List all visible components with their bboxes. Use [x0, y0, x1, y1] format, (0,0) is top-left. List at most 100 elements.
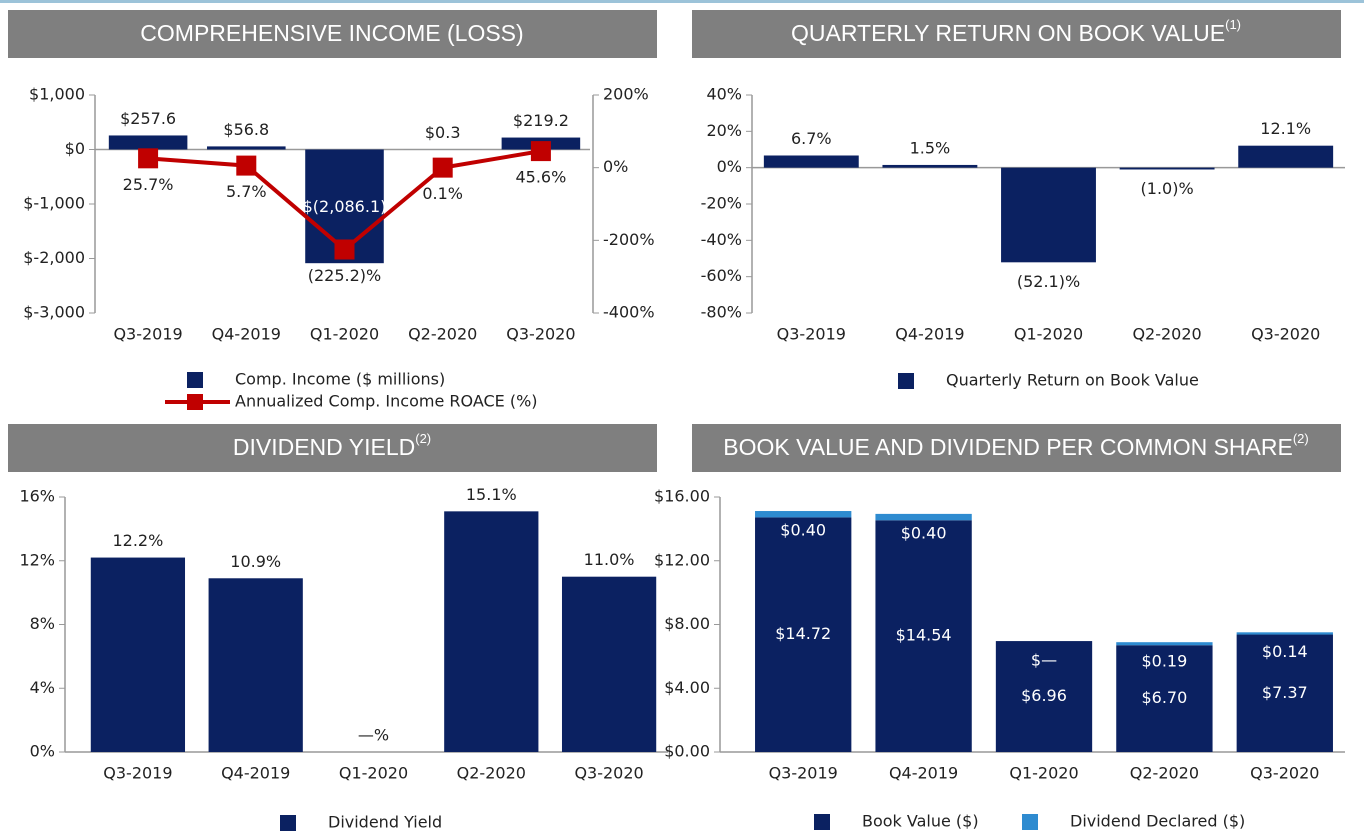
- line-marker: [334, 239, 355, 260]
- y2-tick-label: -200%: [603, 230, 655, 249]
- data-label: $219.2: [513, 111, 569, 130]
- data-label: $6.96: [1021, 686, 1067, 705]
- x-tick-label: Q4-2019: [212, 325, 281, 344]
- x-tick-label: Q3-2020: [574, 764, 643, 783]
- bar-segment: [875, 513, 972, 521]
- top-rule: [0, 0, 1364, 3]
- bar-segment: [995, 641, 1093, 752]
- legend-marker: [187, 394, 203, 410]
- title-bar: [8, 424, 657, 472]
- chart-title: BOOK VALUE AND DIVIDEND PER COMMON SHARE…: [723, 431, 1308, 460]
- data-label: $6.70: [1141, 688, 1187, 707]
- y-tick-label: $0: [65, 139, 85, 158]
- x-tick-label: Q1-2020: [1014, 325, 1083, 344]
- x-tick-label: Q4-2019: [895, 325, 964, 344]
- data-label: $14.72: [775, 624, 831, 643]
- data-label: $0.3: [425, 123, 461, 142]
- x-tick-label: Q2-2020: [408, 325, 477, 344]
- bar: [444, 511, 539, 752]
- y-tick-label: -80%: [701, 303, 742, 322]
- title-note: (1): [1225, 17, 1241, 32]
- data-label: $—: [1031, 651, 1057, 670]
- line-marker: [138, 148, 159, 169]
- x-tick-label: Q3-2020: [1250, 764, 1319, 783]
- y-tick-label: $16.00: [654, 487, 710, 506]
- title-text: COMPREHENSIVE INCOME (LOSS): [140, 20, 523, 46]
- title-bar: [692, 424, 1341, 472]
- y-tick-label: 20%: [706, 121, 742, 140]
- y-tick-label: -40%: [701, 230, 742, 249]
- bar-segment: [1116, 645, 1213, 752]
- y-tick-label: -20%: [701, 194, 742, 213]
- y-tick-label: 0%: [30, 742, 55, 761]
- y-tick-label: $8.00: [664, 614, 710, 633]
- data-label: 1.5%: [910, 138, 951, 157]
- bar-segment: [1116, 642, 1213, 646]
- bar-segment: [875, 520, 972, 752]
- data-label: 11.0%: [584, 550, 635, 569]
- data-label: 10.9%: [230, 552, 281, 571]
- bar: [1001, 167, 1096, 263]
- data-label: (1.0)%: [1141, 179, 1194, 198]
- title-note: (2): [1293, 431, 1309, 446]
- data-label: 6.7%: [791, 129, 832, 148]
- x-tick-label: Q2-2020: [457, 764, 526, 783]
- x-tick-label: Q4-2019: [221, 764, 290, 783]
- y-tick-label: $4.00: [664, 678, 710, 697]
- x-tick-label: Q1-2020: [1009, 764, 1078, 783]
- bar: [108, 135, 188, 150]
- y-tick-label: 16%: [19, 487, 55, 506]
- bar-segment: [1236, 632, 1333, 635]
- legend-label: Comp. Income ($ millions): [235, 370, 445, 389]
- bar: [90, 557, 186, 752]
- data-label: (225.2)%: [308, 266, 382, 285]
- x-tick-label: Q3-2019: [777, 325, 846, 344]
- data-label: (52.1)%: [1017, 272, 1080, 291]
- x-tick-label: Q4-2019: [889, 764, 958, 783]
- x-tick-label: Q3-2019: [103, 764, 172, 783]
- y-tick-label: 40%: [706, 85, 742, 104]
- data-label: 25.7%: [123, 175, 174, 194]
- data-label: 12.1%: [1260, 119, 1311, 138]
- bar-segment: [1236, 634, 1333, 752]
- x-tick-label: Q1-2020: [310, 325, 379, 344]
- y-tick-label: $0.00: [664, 742, 710, 761]
- data-label: $56.8: [223, 120, 269, 139]
- y-tick-label: -60%: [701, 266, 742, 285]
- title-bar: [692, 10, 1341, 58]
- data-label: $0.19: [1141, 652, 1187, 671]
- y2-tick-label: -400%: [603, 303, 655, 322]
- x-tick-label: Q3-2020: [1251, 325, 1320, 344]
- y-tick-label: $-3,000: [23, 303, 85, 322]
- x-tick-label: Q3-2020: [506, 325, 575, 344]
- bar: [208, 578, 303, 752]
- y-tick-label: 12%: [19, 550, 55, 569]
- y-tick-label: 4%: [30, 678, 55, 697]
- x-tick-label: Q2-2020: [1132, 325, 1201, 344]
- y-tick-label: 0%: [717, 157, 742, 176]
- data-label: 12.2%: [112, 531, 163, 550]
- data-label: $14.54: [896, 626, 952, 645]
- legend-label: Book Value ($): [862, 812, 979, 831]
- y-tick-label: $-2,000: [23, 248, 85, 267]
- y-tick-label: $1,000: [29, 85, 85, 104]
- legend-marker: [814, 814, 830, 830]
- bar: [763, 155, 859, 168]
- y-tick-label: 8%: [30, 614, 55, 633]
- line-marker: [432, 157, 453, 178]
- bar-segment: [755, 511, 852, 518]
- data-label: $0.40: [780, 521, 826, 540]
- y2-tick-label: 200%: [603, 85, 649, 104]
- legend-marker: [898, 373, 914, 389]
- title-text: DIVIDEND YIELD: [233, 434, 415, 460]
- chart-title: DIVIDEND YIELD(2): [233, 431, 431, 460]
- title-text: BOOK VALUE AND DIVIDEND PER COMMON SHARE: [723, 434, 1293, 460]
- title-bar: [8, 10, 657, 58]
- title-note: (2): [415, 431, 431, 446]
- bar: [1238, 145, 1334, 168]
- bar: [561, 576, 657, 752]
- y-tick-label: $-1,000: [23, 194, 85, 213]
- legend-label: Annualized Comp. Income ROACE (%): [235, 392, 538, 411]
- data-label: $0.14: [1262, 642, 1308, 661]
- data-label: —%: [358, 726, 389, 745]
